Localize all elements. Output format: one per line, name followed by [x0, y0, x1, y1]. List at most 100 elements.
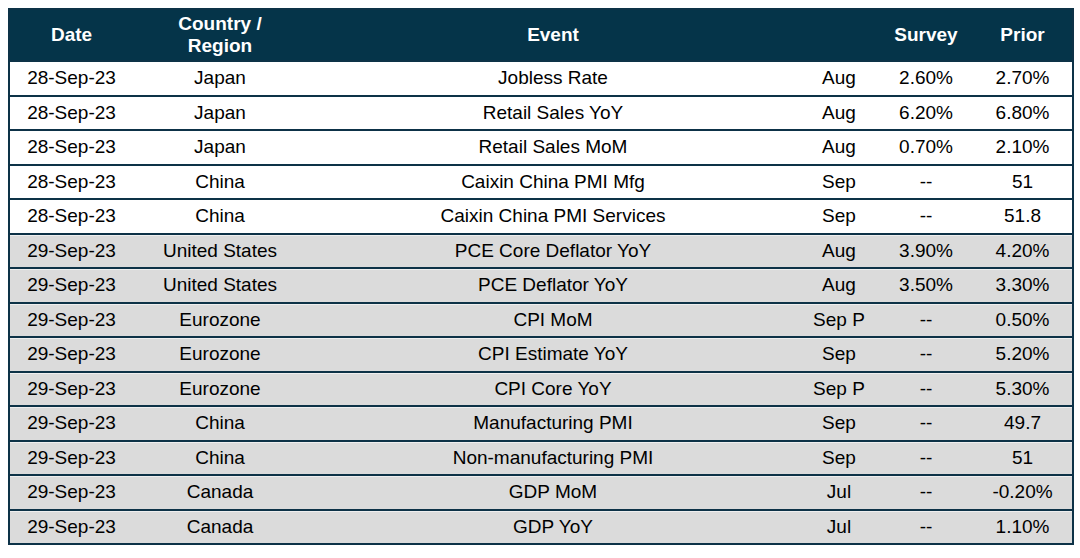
table-row: 29-Sep-23CanadaGDP MoMJul---0.20% [9, 475, 1073, 510]
table-header: DateCountry / RegionEvent SurveyPrior [9, 9, 1073, 61]
cell-period: Aug [799, 96, 879, 131]
table-row: 29-Sep-23EurozoneCPI Core YoYSep P--5.30… [9, 372, 1073, 407]
cell-period: Aug [799, 130, 879, 165]
cell-period: Sep P [799, 372, 879, 407]
cell-date: 28-Sep-23 [9, 165, 133, 200]
table-row: 28-Sep-23JapanJobless RateAug2.60%2.70% [9, 61, 1073, 96]
cell-prior: 49.7 [973, 406, 1073, 441]
cell-period: Aug [799, 61, 879, 96]
cell-date: 28-Sep-23 [9, 61, 133, 96]
cell-date: 29-Sep-23 [9, 441, 133, 476]
cell-date: 29-Sep-23 [9, 303, 133, 338]
header-row: DateCountry / RegionEvent SurveyPrior [9, 9, 1073, 61]
cell-period: Jul [799, 510, 879, 545]
cell-event: CPI Core YoY [307, 372, 799, 407]
cell-period: Aug [799, 268, 879, 303]
column-header-period [799, 9, 879, 61]
cell-event: CPI Estimate YoY [307, 337, 799, 372]
cell-region: Canada [133, 475, 307, 510]
cell-period: Sep [799, 406, 879, 441]
cell-event: Jobless Rate [307, 61, 799, 96]
cell-prior: 0.50% [973, 303, 1073, 338]
cell-period: Sep [799, 337, 879, 372]
cell-prior: 2.70% [973, 61, 1073, 96]
cell-prior: 51.8 [973, 199, 1073, 234]
cell-date: 29-Sep-23 [9, 406, 133, 441]
cell-event: PCE Deflator YoY [307, 268, 799, 303]
column-header-event: Event [307, 9, 799, 61]
cell-survey: -- [879, 510, 973, 545]
cell-prior: 5.20% [973, 337, 1073, 372]
table-row: 29-Sep-23United StatesPCE Core Deflator … [9, 234, 1073, 269]
cell-survey: 2.60% [879, 61, 973, 96]
cell-period: Sep [799, 165, 879, 200]
column-header-prior: Prior [973, 9, 1073, 61]
cell-date: 29-Sep-23 [9, 510, 133, 545]
cell-event: CPI MoM [307, 303, 799, 338]
cell-event: Retail Sales MoM [307, 130, 799, 165]
cell-prior: 4.20% [973, 234, 1073, 269]
cell-date: 29-Sep-23 [9, 234, 133, 269]
cell-event: PCE Core Deflator YoY [307, 234, 799, 269]
cell-event: Retail Sales YoY [307, 96, 799, 131]
table-row: 28-Sep-23ChinaCaixin China PMI MfgSep--5… [9, 165, 1073, 200]
cell-date: 29-Sep-23 [9, 475, 133, 510]
column-header-region: Country / Region [133, 9, 307, 61]
cell-prior: 5.30% [973, 372, 1073, 407]
cell-region: China [133, 441, 307, 476]
column-header-date: Date [9, 9, 133, 61]
cell-region: Japan [133, 61, 307, 96]
cell-survey: -- [879, 199, 973, 234]
cell-date: 28-Sep-23 [9, 130, 133, 165]
cell-survey: -- [879, 406, 973, 441]
cell-region: Japan [133, 130, 307, 165]
cell-region: Eurozone [133, 337, 307, 372]
cell-date: 28-Sep-23 [9, 199, 133, 234]
cell-region: China [133, 406, 307, 441]
cell-prior: 51 [973, 441, 1073, 476]
cell-prior: 6.80% [973, 96, 1073, 131]
cell-period: Aug [799, 234, 879, 269]
table-row: 29-Sep-23ChinaManufacturing PMISep--49.7 [9, 406, 1073, 441]
cell-prior: 3.30% [973, 268, 1073, 303]
cell-survey: -- [879, 475, 973, 510]
cell-date: 29-Sep-23 [9, 372, 133, 407]
economic-calendar-table: DateCountry / RegionEvent SurveyPrior 28-… [8, 8, 1074, 545]
cell-event: Manufacturing PMI [307, 406, 799, 441]
cell-survey: 6.20% [879, 96, 973, 131]
cell-event: GDP MoM [307, 475, 799, 510]
cell-region: China [133, 199, 307, 234]
cell-region: United States [133, 234, 307, 269]
cell-period: Sep P [799, 303, 879, 338]
cell-survey: 0.70% [879, 130, 973, 165]
cell-period: Sep [799, 441, 879, 476]
cell-date: 29-Sep-23 [9, 337, 133, 372]
economic-calendar: DateCountry / RegionEvent SurveyPrior 28-… [8, 8, 1072, 545]
cell-survey: -- [879, 165, 973, 200]
table-row: 28-Sep-23JapanRetail Sales MoMAug0.70%2.… [9, 130, 1073, 165]
cell-date: 29-Sep-23 [9, 268, 133, 303]
table-row: 29-Sep-23EurozoneCPI MoMSep P--0.50% [9, 303, 1073, 338]
cell-survey: -- [879, 441, 973, 476]
cell-event: Non-manufacturing PMI [307, 441, 799, 476]
cell-prior: 51 [973, 165, 1073, 200]
column-header-survey: Survey [879, 9, 973, 61]
cell-event: GDP YoY [307, 510, 799, 545]
cell-region: China [133, 165, 307, 200]
table-row: 28-Sep-23JapanRetail Sales YoYAug6.20%6.… [9, 96, 1073, 131]
cell-survey: -- [879, 337, 973, 372]
table-row: 29-Sep-23EurozoneCPI Estimate YoYSep--5.… [9, 337, 1073, 372]
table-body: 28-Sep-23JapanJobless RateAug2.60%2.70%2… [9, 61, 1073, 544]
cell-period: Sep [799, 199, 879, 234]
cell-event: Caixin China PMI Mfg [307, 165, 799, 200]
cell-prior: 1.10% [973, 510, 1073, 545]
cell-region: Eurozone [133, 372, 307, 407]
cell-region: Japan [133, 96, 307, 131]
cell-survey: -- [879, 372, 973, 407]
cell-region: Eurozone [133, 303, 307, 338]
cell-survey: 3.90% [879, 234, 973, 269]
cell-period: Jul [799, 475, 879, 510]
cell-region: Canada [133, 510, 307, 545]
table-row: 29-Sep-23ChinaNon-manufacturing PMISep--… [9, 441, 1073, 476]
cell-prior: 2.10% [973, 130, 1073, 165]
